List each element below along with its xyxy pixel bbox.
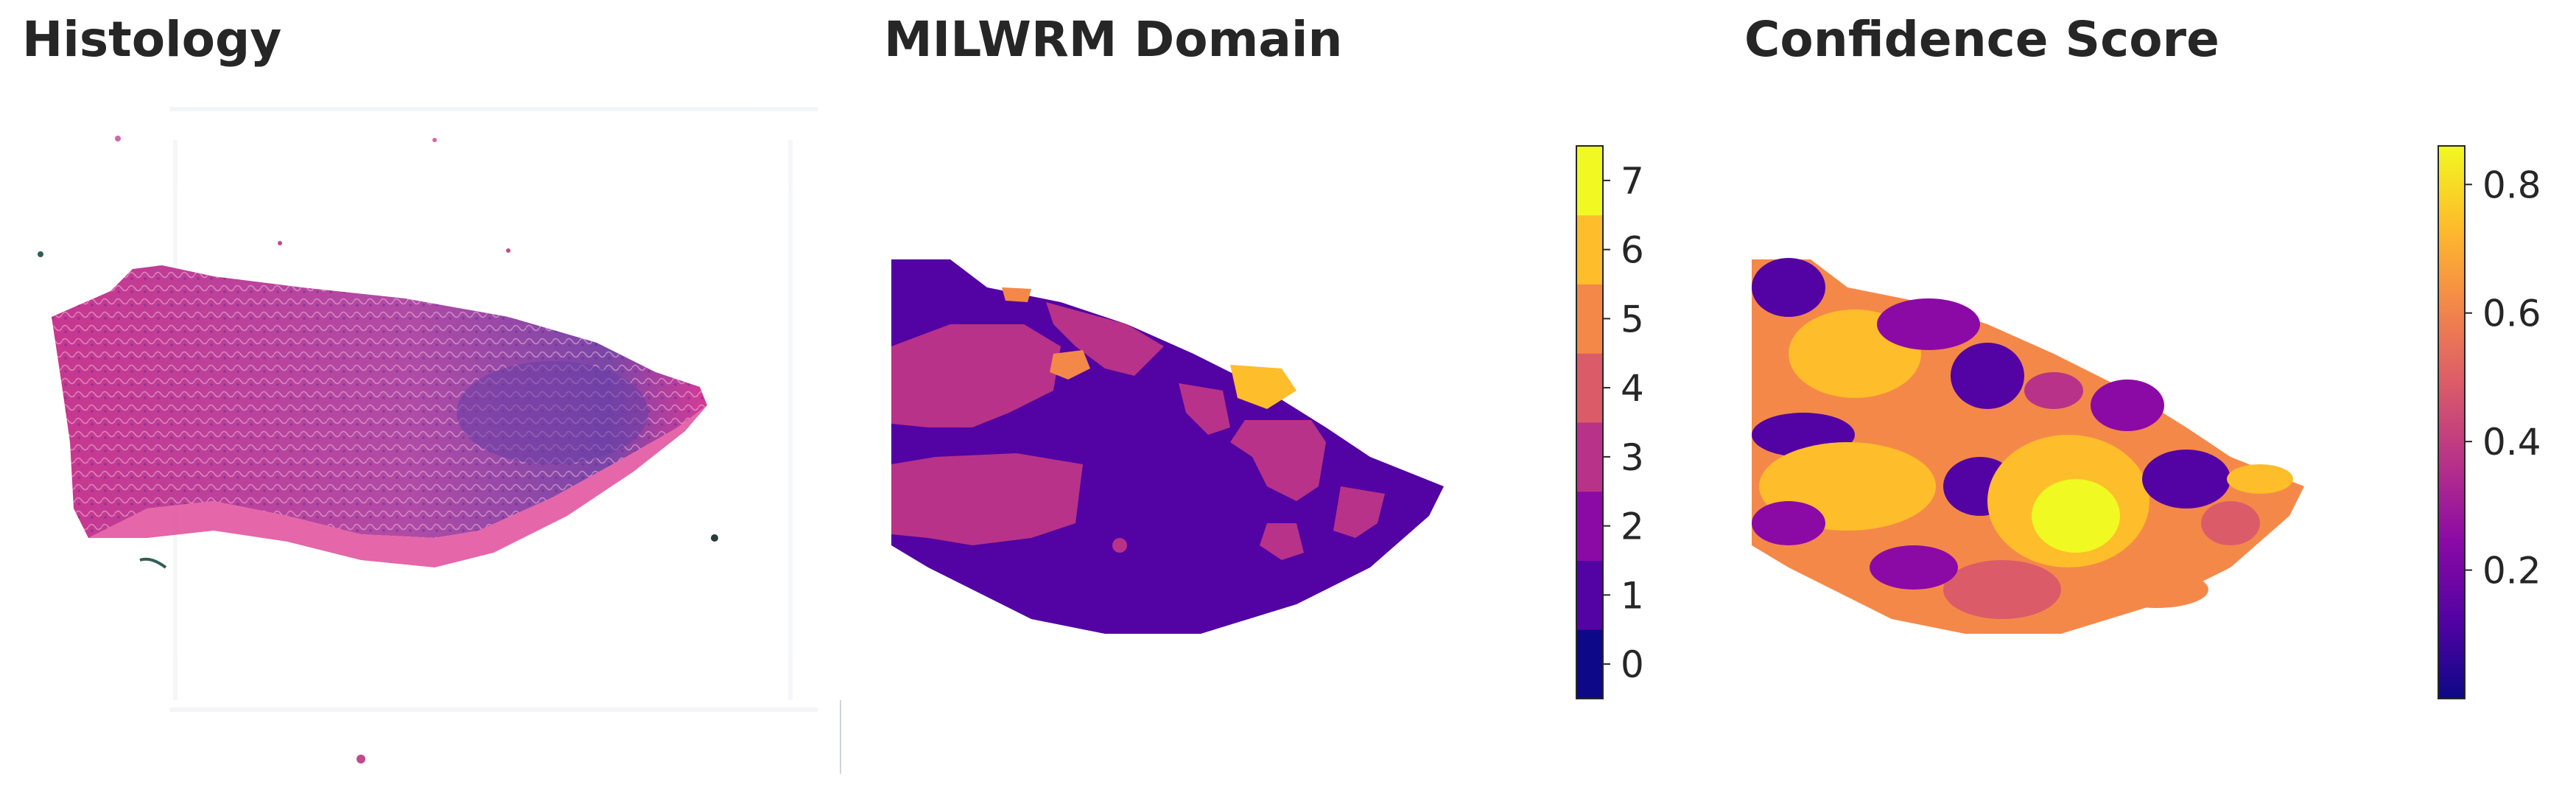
histology-image [22, 96, 847, 774]
confidence-colorbar-tick-label: 0.8 [2482, 164, 2541, 206]
domain-colorbar-tick-label: 0 [1621, 643, 1644, 686]
confidence-texture [1752, 258, 2293, 619]
domain-background-region [891, 259, 1444, 634]
confidence-spot-map [1744, 243, 2348, 656]
domain-colorbar-segment [1576, 629, 1603, 699]
histology-title: Histology [22, 11, 282, 68]
domain-region-5 [1050, 350, 1090, 380]
domain-colorbar-tick-label: 2 [1621, 506, 1644, 548]
domain-colorbar-tick-label: 4 [1621, 367, 1644, 410]
confidence-colorbar: 0.2 0.4 0.6 0.8 [2437, 144, 2569, 719]
domain-colorbar-segment [1576, 422, 1603, 492]
confidence-colorbar-tick-label: 0.6 [2482, 293, 2541, 335]
confidence-colorbar-gradient [2438, 145, 2466, 699]
domain-title: MILWRM Domain [884, 11, 1343, 68]
confidence-colorbar-tick-label: 0.2 [2482, 550, 2541, 592]
domain-colorbar-tick-label: 5 [1621, 298, 1644, 340]
domain-colorbar-segment [1576, 560, 1603, 630]
domain-spot-map [884, 243, 1488, 656]
domain-colorbar-tick-label: 1 [1621, 574, 1644, 617]
confidence-title: Confidence Score [1744, 11, 2219, 68]
domain-colorbar-tick-label: 6 [1621, 229, 1644, 272]
domain-region-3-upper [891, 324, 1061, 427]
domain-colorbar-segment [1576, 146, 1603, 216]
domain-colorbar-segment [1576, 491, 1603, 561]
domain-region-6 [1230, 365, 1296, 409]
domain-colorbar-segment [1576, 353, 1603, 423]
domain-colorbar-segment [1576, 214, 1603, 284]
domain-colorbar-tick-label: 7 [1621, 160, 1644, 203]
domain-region-3-lower [891, 453, 1083, 545]
domain-colorbar-segment [1576, 284, 1603, 354]
confidence-colorbar-tick-label: 0.4 [2482, 421, 2541, 464]
domain-colorbar-frame [1576, 145, 1604, 699]
domain-colorbar-tick-label: 3 [1621, 436, 1644, 479]
domain-colorbar: 0 1 2 3 4 5 6 7 [1575, 144, 1693, 719]
